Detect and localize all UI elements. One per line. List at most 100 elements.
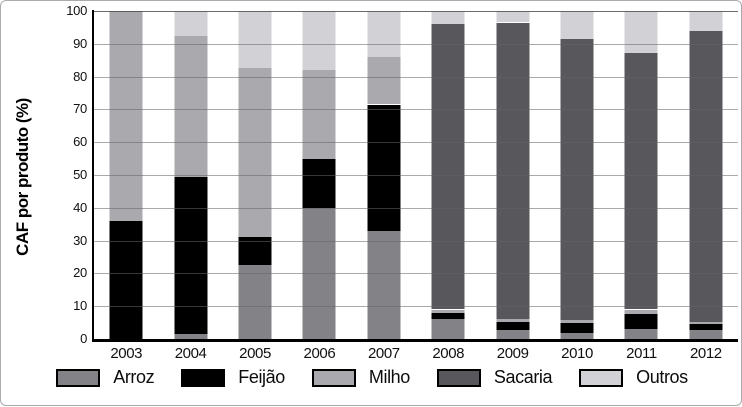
bar-2008-milho — [431, 309, 465, 313]
x-tick-label-2007: 2007 — [367, 345, 400, 362]
bar-2011 — [624, 11, 658, 339]
bar-2009-outros — [496, 11, 530, 23]
bar-2007-outros — [367, 11, 401, 57]
legend-swatch-sacaria — [436, 368, 481, 387]
legend: Arroz Feijão Milho Sacaria Outros — [1, 367, 742, 388]
legend-swatch-feijao — [181, 368, 226, 387]
bar-2007-arroz — [367, 230, 401, 339]
bar-slot-2004 — [158, 11, 222, 339]
x-axis-line — [92, 339, 738, 342]
legend-swatch-arroz — [56, 368, 101, 387]
y-tick-label-40: 40 — [73, 199, 87, 215]
legend-label: Outros — [636, 367, 688, 387]
bar-2008-arroz — [431, 319, 465, 339]
bar-slot-2005 — [223, 11, 287, 339]
bar-slot-2011 — [609, 11, 673, 339]
plot-area — [92, 10, 738, 342]
bar-2010-feijao — [560, 322, 594, 333]
bar-2005 — [238, 11, 272, 339]
bar-2011-milho — [624, 309, 658, 314]
bar-2008-outros — [431, 11, 465, 25]
x-tick-label-2008: 2008 — [432, 345, 465, 362]
y-tick-label-70: 70 — [73, 101, 87, 117]
bar-2011-outros — [624, 11, 658, 53]
x-tick-label-2006: 2006 — [303, 345, 336, 362]
bar-2009 — [496, 11, 530, 339]
bar-2008-sacaria — [431, 24, 465, 310]
x-tick-label-2003: 2003 — [110, 345, 143, 362]
x-tick-label-2004: 2004 — [174, 345, 207, 362]
bar-2010-arroz — [560, 332, 594, 339]
bar-2003-milho — [109, 11, 143, 221]
bar-2009-arroz — [496, 330, 530, 339]
legend-swatch-outros — [579, 368, 624, 387]
bar-slot-2010 — [545, 11, 609, 339]
bar-2006 — [302, 11, 336, 339]
bar-2007-milho — [367, 56, 401, 105]
bars-container — [94, 11, 738, 339]
bar-2011-arroz — [624, 329, 658, 339]
legend-swatch-milho — [311, 368, 356, 387]
legend-item-feijao: Feijão — [181, 367, 285, 388]
legend-label: Feijão — [238, 367, 285, 387]
legend-label: Sacaria — [493, 367, 553, 387]
bar-2006-feijao — [302, 158, 336, 208]
bar-slot-2009 — [480, 11, 544, 339]
bar-2009-feijao — [496, 321, 530, 331]
bar-2008 — [431, 11, 465, 339]
bar-2012-milho — [689, 321, 723, 325]
bar-2006-milho — [302, 70, 336, 159]
bar-2008-feijao — [431, 312, 465, 320]
bar-2004-milho — [174, 35, 208, 177]
bar-2004-outros — [174, 11, 208, 36]
bar-2009-milho — [496, 319, 530, 322]
bar-slot-2008 — [416, 11, 480, 339]
y-tick-label-10: 10 — [73, 298, 87, 314]
bar-2007-feijao — [367, 104, 401, 231]
bar-2005-arroz — [238, 265, 272, 339]
bar-2010-milho — [560, 320, 594, 323]
legend-item-milho: Milho — [311, 367, 410, 388]
legend-item-sacaria: Sacaria — [436, 367, 553, 388]
bar-2006-outros — [302, 11, 336, 71]
bar-2010-sacaria — [560, 39, 594, 321]
bar-2004-arroz — [174, 334, 208, 339]
y-axis-title: CAF por produto (%) — [13, 98, 32, 256]
y-tick-label-80: 80 — [73, 68, 87, 84]
bar-slot-2012 — [674, 11, 738, 339]
bar-2010-outros — [560, 11, 594, 40]
bar-2003-feijao — [109, 220, 143, 339]
x-tick-label-2009: 2009 — [496, 345, 529, 362]
bar-2003 — [109, 11, 143, 339]
legend-item-outros: Outros — [579, 367, 688, 388]
x-axis-labels: 2003 2004 2005 2006 2007 2008 2009 2010 2011 2012 — [94, 345, 738, 362]
bar-2004 — [174, 11, 208, 339]
bar-2005-outros — [238, 11, 272, 69]
y-tick-label-100: 100 — [66, 3, 87, 18]
bar-2012-arroz — [689, 330, 723, 339]
bar-2006-arroz — [302, 207, 336, 339]
x-tick-label-2011: 2011 — [626, 345, 657, 362]
bar-2012-sacaria — [689, 30, 723, 322]
y-tick-label-90: 90 — [73, 35, 87, 51]
x-tick-label-2010: 2010 — [561, 345, 593, 362]
legend-label: Milho — [368, 367, 410, 387]
bar-slot-2006 — [287, 11, 351, 339]
bar-2004-feijao — [174, 176, 208, 335]
bar-2012-outros — [689, 11, 723, 31]
legend-label: Arroz — [113, 367, 155, 387]
y-axis-line — [92, 10, 94, 341]
bar-2011-feijao — [624, 313, 658, 330]
bar-2005-feijao — [238, 237, 272, 266]
bar-slot-2003 — [94, 11, 158, 339]
y-tick-label-60: 60 — [73, 134, 87, 150]
bar-2012 — [689, 11, 723, 339]
bar-2011-sacaria — [624, 52, 658, 310]
y-tick-label-0: 0 — [80, 331, 87, 346]
x-tick-label-2005: 2005 — [239, 345, 271, 362]
bar-2012-feijao — [689, 324, 723, 331]
y-tick-label-50: 50 — [73, 167, 87, 182]
legend-item-arroz: Arroz — [56, 367, 155, 388]
